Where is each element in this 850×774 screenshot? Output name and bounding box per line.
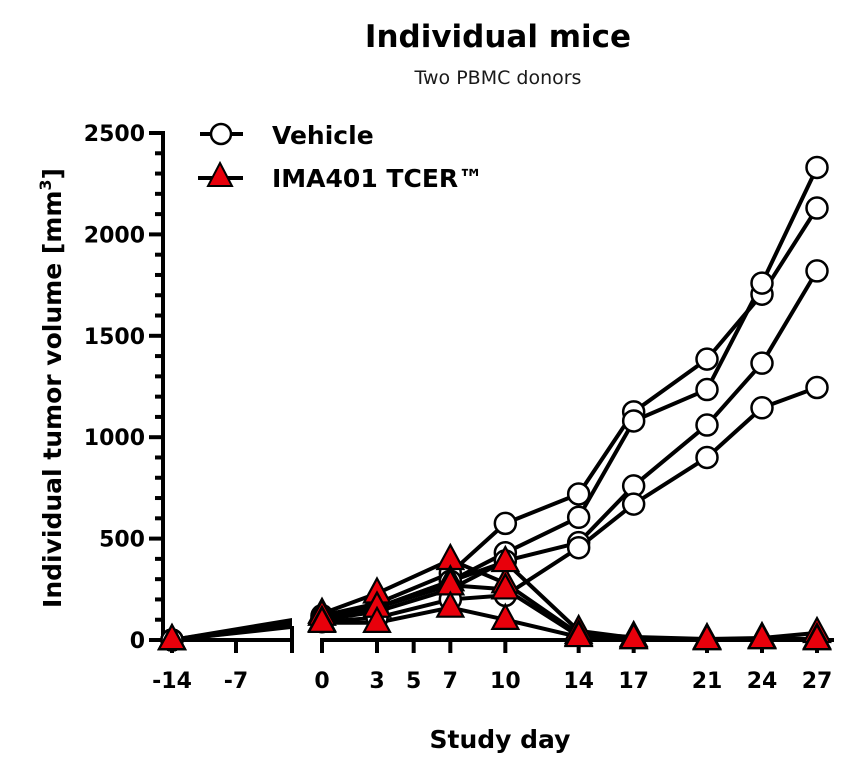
series-line-pre-segment bbox=[171, 624, 292, 642]
y-tick-label: 1000 bbox=[84, 426, 145, 451]
y-tick-label: 0 bbox=[130, 629, 145, 654]
data-point-ima401 bbox=[802, 622, 832, 651]
data-point-ima401 bbox=[362, 605, 392, 633]
legend-label-ima401: IMA401 TCER™ bbox=[272, 164, 483, 193]
data-point-vehicle bbox=[621, 409, 646, 433]
y-tick-label: 1500 bbox=[84, 325, 145, 350]
data-point-ima401 bbox=[307, 605, 337, 633]
x-tick-label: 17 bbox=[618, 669, 649, 694]
data-point-vehicle bbox=[695, 377, 719, 402]
x-tick-label: -14 bbox=[152, 669, 192, 694]
legend-marker-triangle bbox=[206, 160, 234, 187]
data-point-vehicle bbox=[750, 351, 774, 375]
x-tick-label: 5 bbox=[406, 669, 421, 694]
y-axis: 0 500 1000 1500 2000 2500 bbox=[84, 122, 165, 654]
x-tick-label: 24 bbox=[747, 669, 778, 694]
data-point-vehicle bbox=[566, 505, 591, 530]
x-tick-label: 27 bbox=[802, 669, 833, 694]
data-point-vehicle bbox=[566, 535, 591, 560]
x-tick-label: 14 bbox=[563, 669, 594, 694]
chart-title: Individual mice bbox=[365, 19, 631, 55]
data-point-vehicle bbox=[805, 155, 829, 180]
data-point-vehicle bbox=[566, 482, 591, 506]
legend-item-ima401: IMA401 TCER™ bbox=[198, 160, 483, 193]
data-point-ima401 bbox=[490, 572, 521, 600]
x-axis: -14 -7 0 3 5 7 10 14 17 21 24 27 bbox=[152, 626, 834, 694]
svg-text:Individual tumor volume [mm3]: Individual tumor volume [mm3] bbox=[36, 168, 67, 608]
x-tick-label: 7 bbox=[443, 669, 458, 694]
y-axis-title-main: Individual tumor volume [mm bbox=[38, 191, 67, 608]
legend-label-vehicle: Vehicle bbox=[272, 121, 374, 150]
x-tick-label: 0 bbox=[314, 669, 329, 694]
data-point-vehicle bbox=[695, 347, 719, 371]
data-point-vehicle bbox=[621, 492, 646, 516]
legend: Vehicle IMA401 TCER™ bbox=[198, 121, 483, 193]
data-point-vehicle bbox=[805, 259, 829, 283]
data-point-ima401 bbox=[490, 602, 521, 630]
legend-item-vehicle: Vehicle bbox=[200, 121, 374, 150]
data-point-ima401 bbox=[618, 621, 649, 650]
data-point-ima401 bbox=[747, 621, 777, 650]
chart-subtitle: Two PBMC donors bbox=[414, 67, 582, 89]
x-tick-label: 10 bbox=[490, 669, 521, 694]
y-axis-title-suffix: ] bbox=[38, 168, 67, 179]
y-tick-label: 2500 bbox=[84, 122, 145, 147]
data-point-vehicle bbox=[695, 445, 719, 470]
data-point-vehicle bbox=[750, 271, 774, 295]
x-tick-label: 21 bbox=[692, 669, 723, 694]
data-point-ima401 bbox=[435, 590, 466, 618]
x-axis-title: Study day bbox=[430, 725, 571, 754]
y-axis-title: Individual tumor volume [mm3] bbox=[36, 168, 67, 608]
y-tick-label: 500 bbox=[99, 528, 145, 553]
data-point-ima401 bbox=[490, 544, 521, 573]
data-point-vehicle bbox=[695, 413, 719, 437]
data-point-vehicle bbox=[805, 375, 829, 400]
data-point-vehicle bbox=[805, 196, 829, 220]
data-point-vehicle bbox=[493, 511, 518, 536]
x-tick-label: -7 bbox=[224, 669, 248, 694]
y-axis-title-superscript: 3 bbox=[36, 179, 55, 190]
series-layer bbox=[157, 155, 832, 652]
x-tick-label: 3 bbox=[369, 669, 384, 694]
legend-marker-circle bbox=[209, 122, 233, 146]
y-tick-label: 2000 bbox=[84, 223, 145, 248]
data-point-ima401 bbox=[157, 622, 187, 651]
data-point-ima401 bbox=[692, 622, 722, 651]
data-point-vehicle bbox=[750, 396, 774, 420]
data-point-ima401 bbox=[563, 619, 594, 648]
